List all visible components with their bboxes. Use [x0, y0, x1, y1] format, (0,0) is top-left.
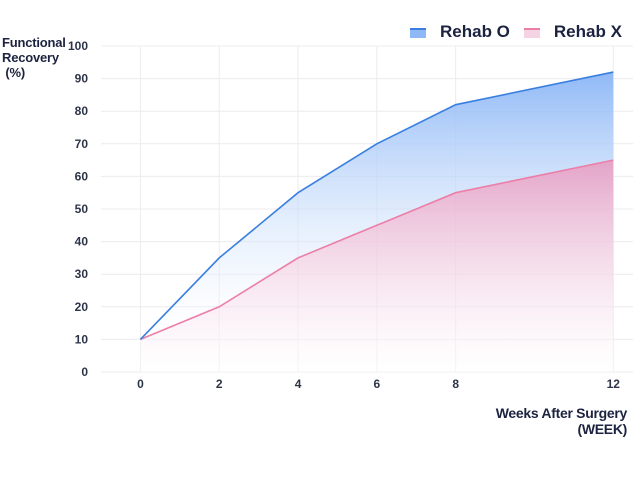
line-rehab-x — [140, 159, 614, 341]
line-rehab-o — [139, 71, 614, 340]
y-tick-label: 100 — [68, 39, 88, 53]
legend-item-rehab-o: Rehab O — [410, 22, 510, 42]
x-axis-label: Weeks After Surgery (WEEK) — [495, 405, 628, 437]
y-tick-label: 30 — [75, 267, 89, 281]
y-tick-label: 50 — [75, 202, 89, 216]
y-tick-label: 70 — [75, 137, 89, 151]
y-tick-label: 20 — [75, 300, 89, 314]
x-axis-label-line-2: (WEEK) — [577, 421, 627, 437]
legend-item-rehab-x: Rehab X — [523, 22, 622, 42]
y-tick-label: 80 — [75, 104, 89, 118]
y-axis-label-line-3: (%) — [2, 65, 26, 80]
x-tick-label: 0 — [137, 377, 144, 391]
y-tick-label: 40 — [75, 235, 89, 249]
x-tick-label: 12 — [607, 377, 621, 391]
legend-label-rehab-x: Rehab X — [553, 22, 622, 41]
y-axis-label-line-1: Functional — [2, 35, 66, 50]
y-tick-label: 60 — [75, 169, 89, 183]
y-tick-label: 0 — [81, 365, 88, 379]
y-axis-label: Functional Recovery (%) — [2, 35, 66, 80]
series-areas — [140, 72, 614, 372]
area-rehab-o — [140, 72, 614, 340]
x-axis-ticks: 0 2 4 6 8 12 — [137, 377, 620, 391]
series-lines — [139, 71, 614, 341]
y-axis-ticks: 0 10 20 30 40 50 60 70 80 90 100 — [68, 39, 88, 379]
x-tick-label: 8 — [452, 377, 459, 391]
x-axis-label-line-1: Weeks After Surgery — [495, 405, 628, 421]
legend: Rehab O Rehab X — [410, 22, 636, 42]
x-tick-label: 2 — [216, 377, 223, 391]
x-tick-label: 4 — [295, 377, 302, 391]
y-tick-label: 10 — [75, 332, 89, 346]
legend-swatch-rehab-o — [410, 28, 426, 38]
x-tick-label: 6 — [374, 377, 381, 391]
area-rehab-x — [140, 160, 614, 372]
legend-label-rehab-o: Rehab O — [440, 22, 510, 41]
y-tick-label: 90 — [75, 72, 89, 86]
legend-swatch-rehab-x — [523, 28, 540, 38]
y-axis-label-line-2: Recovery — [2, 50, 59, 65]
